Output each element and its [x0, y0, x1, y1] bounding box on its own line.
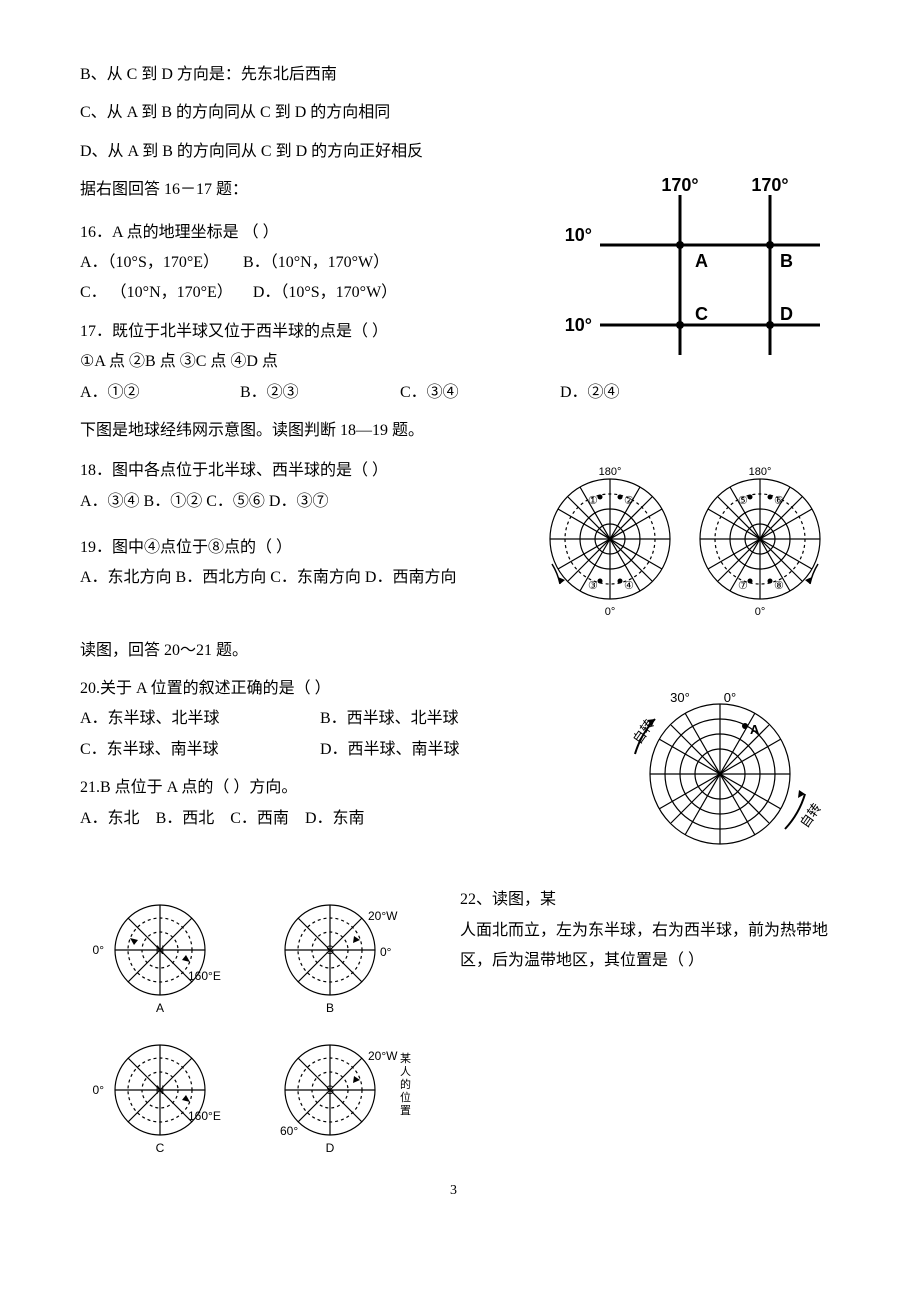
- svg-text:②: ②: [624, 495, 634, 507]
- svg-text:N: N: [156, 1083, 165, 1097]
- svg-text:30°: 30°: [670, 690, 690, 705]
- opt-d: D．（10°S，170°W）: [253, 284, 397, 301]
- label-c: C: [695, 304, 708, 324]
- page-number: 3: [450, 1178, 457, 1205]
- text: 下图是地球经纬网示意图。读图判断 18—19 题。: [80, 422, 424, 439]
- svg-text:160°E: 160°E: [188, 969, 221, 983]
- opt-c: C．东半球、南半球: [80, 735, 320, 765]
- lon-left: 170°: [661, 175, 698, 195]
- svg-text:B: B: [326, 1001, 334, 1015]
- svg-text:20°W: 20°W: [368, 1049, 398, 1063]
- intro-option-b: B、从 C 到 D 方向是：先东北后西南: [80, 60, 840, 90]
- svg-text:C: C: [156, 1141, 165, 1155]
- svg-text:0°: 0°: [724, 690, 736, 705]
- q22-body: 人面北而立，左为东半球，右为西半球，前为热带地区，后为温带地区，其位置是（ ）: [460, 916, 840, 977]
- opt-c: C．西南: [230, 810, 289, 827]
- svg-text:0°: 0°: [93, 1083, 105, 1097]
- polar-pair-figure: ① ② ③ ④ 180° 0°: [530, 454, 840, 635]
- opt-a: A．①②: [80, 378, 200, 408]
- opt-b: B．（10°N，170°W）: [243, 254, 389, 271]
- q20-21-intro: 读图，回答 20～21 题。: [80, 636, 840, 666]
- text: C、从 A 到 B 的方向同从 C 到 D 的方向相同: [80, 104, 390, 121]
- svg-text:0°: 0°: [605, 606, 616, 618]
- lat-bottom: 10°: [565, 315, 592, 335]
- svg-text:S: S: [326, 943, 334, 957]
- lat-top: 10°: [565, 225, 592, 245]
- polar-single-figure: 0° 30° A 自转 自转: [600, 674, 840, 885]
- svg-text:D: D: [326, 1141, 335, 1155]
- opt-d: D．西半球、南半球: [320, 735, 560, 765]
- svg-text:180°: 180°: [749, 466, 772, 478]
- text: 读图，回答 20～21 题。: [80, 642, 248, 659]
- opt-a: A．东北: [80, 810, 140, 827]
- svg-text:③: ③: [588, 580, 598, 592]
- text: D、从 A 到 B 的方向同从 C 到 D 的方向正好相反: [80, 143, 423, 160]
- opt-b: B．②③: [240, 378, 360, 408]
- opt-b: B．西北: [156, 810, 215, 827]
- svg-text:N: N: [156, 943, 165, 957]
- q22: 22、读图，某 人面北而立，左为东半球，右为西半球，前为热带地区，后为温带地区，…: [440, 885, 840, 976]
- svg-text:位: 位: [400, 1090, 411, 1104]
- grid-figure: 170° 170° 10° 10° A B C D: [560, 175, 840, 375]
- opt-a: A．东半球、北半球: [80, 704, 320, 734]
- svg-text:某: 某: [400, 1052, 411, 1065]
- opt-c: C． （10°N，170°E）: [80, 284, 233, 301]
- svg-text:0°: 0°: [755, 606, 766, 618]
- svg-text:A: A: [750, 722, 760, 737]
- intro-option-c: C、从 A 到 B 的方向同从 C 到 D 的方向相同: [80, 98, 840, 128]
- opt-b: B．西半球、北半球: [320, 704, 560, 734]
- svg-text:0°: 0°: [93, 943, 105, 957]
- svg-text:⑧: ⑧: [774, 580, 784, 592]
- svg-text:⑤: ⑤: [738, 495, 748, 507]
- svg-text:S: S: [326, 1083, 334, 1097]
- text: B、从 C 到 D 方向是：先东北后西南: [80, 66, 337, 83]
- svg-text:置: 置: [400, 1104, 411, 1117]
- opt-a: A．（10°S，170°E）: [80, 254, 219, 271]
- label-d: D: [780, 304, 793, 324]
- svg-text:④: ④: [624, 580, 634, 592]
- q18-19-intro: 下图是地球经纬网示意图。读图判断 18—19 题。: [80, 416, 840, 446]
- text: 据右图回答 16－17 题：: [80, 181, 248, 198]
- svg-text:的: 的: [400, 1077, 411, 1091]
- svg-text:20°W: 20°W: [368, 909, 398, 923]
- label-a: A: [695, 251, 708, 271]
- svg-text:0°: 0°: [380, 945, 392, 959]
- q22-intro: 22、读图，某: [460, 885, 840, 915]
- four-polars-figure: N 0° 160°E A S 20°W 0°: [80, 885, 440, 1176]
- svg-text:⑦: ⑦: [738, 580, 748, 592]
- bottom-row: N 0° 160°E A S 20°W 0°: [80, 885, 840, 1176]
- opt-d: D．②④: [560, 378, 680, 408]
- svg-text:①: ①: [588, 495, 598, 507]
- opt-d: D．东南: [305, 810, 365, 827]
- svg-text:⑥: ⑥: [774, 495, 784, 507]
- intro-option-d: D、从 A 到 B 的方向同从 C 到 D 的方向正好相反: [80, 137, 840, 167]
- svg-text:人: 人: [400, 1065, 411, 1078]
- opt-c: C．③④: [400, 378, 520, 408]
- svg-text:A: A: [156, 1001, 164, 1015]
- lon-right: 170°: [751, 175, 788, 195]
- label-b: B: [780, 251, 793, 271]
- svg-text:160°E: 160°E: [188, 1109, 221, 1123]
- svg-text:60°: 60°: [280, 1124, 298, 1138]
- svg-text:180°: 180°: [599, 466, 622, 478]
